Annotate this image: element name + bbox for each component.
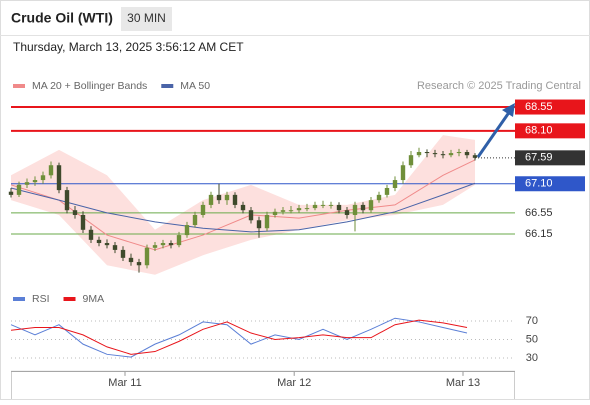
candle-body xyxy=(168,243,174,246)
candle-body xyxy=(336,204,342,211)
forecast-arrow xyxy=(476,110,512,158)
candle-body xyxy=(120,249,126,258)
candle-body xyxy=(112,245,118,250)
candle-body xyxy=(432,153,438,155)
legend-swatch xyxy=(13,297,25,301)
candle-body xyxy=(472,155,478,158)
candle-body xyxy=(56,165,62,191)
legend-label: RSI xyxy=(32,293,50,305)
candle-body xyxy=(288,210,294,212)
x-tick-label: Mar 11 xyxy=(108,377,141,389)
title: Crude Oil (WTI) xyxy=(11,10,113,26)
candle-body xyxy=(376,194,382,201)
indicator-line xyxy=(10,317,468,358)
candle-body xyxy=(304,208,310,210)
legend-swatch xyxy=(63,297,76,301)
level-label: 66.15 xyxy=(525,228,553,240)
candle-body xyxy=(232,194,238,205)
candle-body xyxy=(400,165,406,181)
level-label: 68.55 xyxy=(525,101,553,113)
candle-body xyxy=(352,204,358,215)
moving-average xyxy=(10,182,476,233)
candle-body xyxy=(360,204,366,211)
x-tick-label: Mar 12 xyxy=(277,377,311,389)
candle-body xyxy=(48,165,54,176)
candle-body xyxy=(16,184,22,195)
candle-body xyxy=(216,194,222,201)
legend-swatch xyxy=(161,84,174,88)
legend-label: MA 20 + Bollinger Bands xyxy=(32,80,147,92)
candle-body xyxy=(144,247,150,266)
candle-body xyxy=(456,152,462,154)
candle-body xyxy=(136,262,142,266)
candle-body xyxy=(224,194,230,201)
indicator-line xyxy=(10,319,468,355)
candle-body xyxy=(384,187,390,195)
candle-body xyxy=(408,155,414,166)
candle-body xyxy=(8,191,14,195)
candle-body xyxy=(160,243,166,246)
candle-body xyxy=(192,214,198,226)
candle-body xyxy=(416,152,422,156)
level-label: 66.55 xyxy=(525,207,553,219)
last-price-box xyxy=(515,150,585,166)
candle-body xyxy=(440,154,446,156)
level-label-box xyxy=(515,123,585,139)
y-tick-label: 50 xyxy=(526,333,538,345)
candle-body xyxy=(264,214,270,229)
candle-body xyxy=(176,235,182,246)
candle-body xyxy=(392,180,398,188)
candle-body xyxy=(256,220,262,229)
candle-body xyxy=(312,204,318,209)
candle-body xyxy=(88,229,94,240)
candle-body xyxy=(448,153,454,156)
candle-body xyxy=(320,204,326,206)
candle-body xyxy=(208,194,214,205)
candle-body xyxy=(80,214,86,230)
candle-body xyxy=(272,211,278,215)
candle-body xyxy=(344,210,350,215)
candle-body xyxy=(328,204,334,206)
candle-body xyxy=(248,210,254,221)
candle-body xyxy=(24,182,30,185)
candle-body xyxy=(296,208,302,211)
source: Research © 2025 Trading Central xyxy=(417,80,581,92)
legend-label: 9MA xyxy=(83,293,105,305)
candle-body xyxy=(40,175,46,181)
y-tick-label: 70 xyxy=(526,315,538,327)
candle-body xyxy=(184,225,190,236)
level-label: 67.10 xyxy=(525,178,553,190)
candle-body xyxy=(96,239,102,244)
candle-body xyxy=(152,245,158,248)
datetime: Thursday, March 13, 2025 3:56:12 AM CET xyxy=(13,40,244,54)
y-tick-label: 30 xyxy=(526,352,538,364)
level-label-box xyxy=(515,99,585,115)
candle-body xyxy=(64,190,70,211)
legend-label: MA 50 xyxy=(180,80,210,92)
timeframe: 30 MIN xyxy=(127,11,166,25)
candle-body xyxy=(280,210,286,212)
candle-body xyxy=(424,152,430,154)
candle-body xyxy=(104,243,110,246)
x-tick-label: Mar 13 xyxy=(446,377,480,389)
candle-body xyxy=(72,210,78,215)
level-label-box xyxy=(515,176,585,192)
candle-body xyxy=(200,204,206,215)
timeframe-badge xyxy=(121,7,172,31)
candle-body xyxy=(464,152,470,156)
forecast-arrowhead xyxy=(502,103,515,117)
last-price-label: 67.59 xyxy=(525,152,553,164)
candle-body xyxy=(128,257,134,263)
legend-swatch xyxy=(13,84,25,88)
candle-body xyxy=(32,180,38,183)
level-label: 68.10 xyxy=(525,125,553,137)
candle-body xyxy=(240,204,246,211)
candle-body xyxy=(368,200,374,211)
